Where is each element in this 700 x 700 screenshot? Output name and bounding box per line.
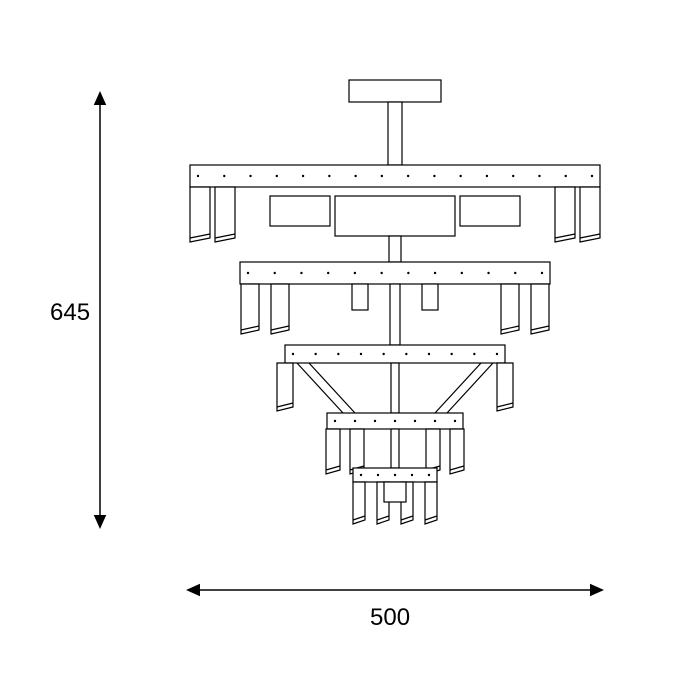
width-dimension (186, 584, 604, 597)
width-label: 500 (370, 604, 410, 631)
height-dimension (94, 91, 107, 529)
chandelier-fixture (190, 80, 600, 524)
technical-drawing: 645 500 (0, 0, 700, 700)
height-label: 645 (50, 299, 90, 326)
